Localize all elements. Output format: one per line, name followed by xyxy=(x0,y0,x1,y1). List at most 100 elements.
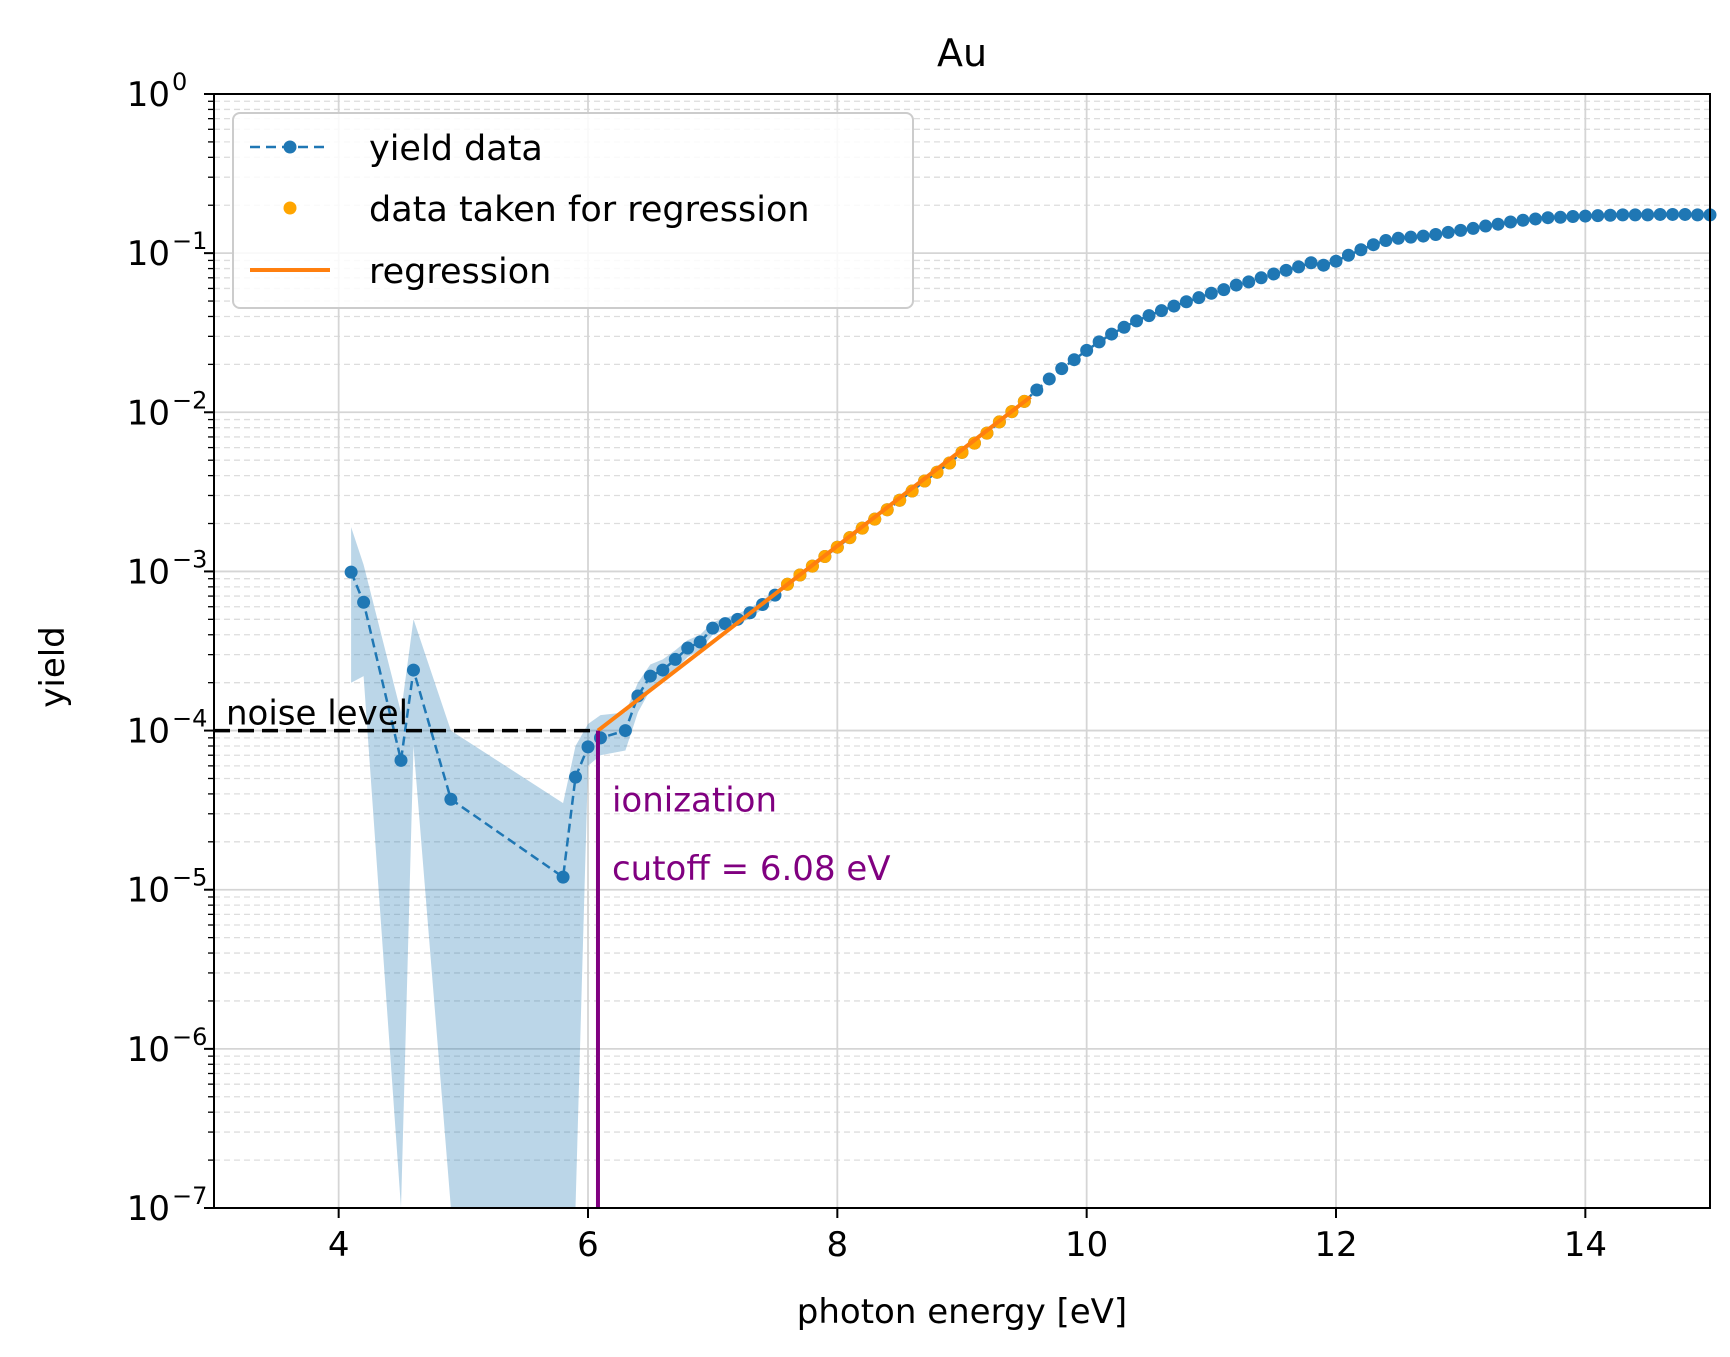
yield-data-point xyxy=(344,565,358,579)
yield-data-point xyxy=(618,724,632,738)
yield-data-point xyxy=(1067,353,1081,367)
yield-data-point xyxy=(1666,207,1680,221)
yield-data-point xyxy=(1466,221,1480,235)
y-tick-label-exponent: 0 xyxy=(172,68,187,96)
yield-data-point xyxy=(1391,231,1405,245)
yield-data-point xyxy=(1130,314,1144,328)
y-tick-label-exponent: −7 xyxy=(172,1182,207,1210)
yield-data-point xyxy=(1105,327,1119,341)
yield-data-point xyxy=(1404,230,1418,244)
yield-data-point xyxy=(1329,254,1343,268)
yield-data-point xyxy=(593,731,607,745)
yield-data-point xyxy=(706,621,720,635)
yield-data-point xyxy=(1030,383,1044,397)
yield-data-point xyxy=(1528,212,1542,226)
yield-data-point xyxy=(1416,229,1430,243)
yield-data-point xyxy=(444,792,458,806)
yield-data-point xyxy=(1167,299,1181,313)
y-tick-label: 10 xyxy=(127,1189,170,1229)
yield-data-point xyxy=(1591,209,1605,223)
yield-data-point xyxy=(693,635,707,649)
yield-data-point xyxy=(1254,271,1268,285)
yield-data-point xyxy=(1429,227,1443,241)
yield-data-point xyxy=(1117,320,1131,334)
y-tick-label-exponent: −3 xyxy=(172,545,207,573)
yield-data-point xyxy=(1317,258,1331,272)
axis-ticks: 10−710−610−510−410−310−210−110 04 6 8 10 12 14 xyxy=(127,68,1607,1265)
yield-data-point xyxy=(1603,208,1617,222)
yield-data-point xyxy=(1566,209,1580,223)
y-tick-label-exponent: −5 xyxy=(172,864,207,892)
yield-data-point xyxy=(556,870,570,884)
yield-data-point xyxy=(1616,208,1630,222)
series xyxy=(344,207,1717,884)
cutoff-label-line1: ionization xyxy=(612,781,777,821)
yield-data-point xyxy=(1080,343,1094,357)
legend-label-regression-data: data taken for regression xyxy=(369,190,810,230)
yield-data-point xyxy=(406,663,420,677)
yield-data-point xyxy=(718,617,732,631)
yield-data-point xyxy=(1578,209,1592,223)
x-tick-label: 14 xyxy=(1564,1225,1607,1265)
y-tick-label-exponent: −1 xyxy=(172,227,207,255)
legend-marker-regression-data xyxy=(283,201,297,215)
yield-data-point xyxy=(656,663,670,677)
x-axis-label: photon energy [eV] xyxy=(797,1292,1127,1332)
yield-data-point xyxy=(581,740,595,754)
y-tick-label: 10 xyxy=(127,234,170,274)
yield-data-point xyxy=(1553,210,1567,224)
x-tick-label: 6 xyxy=(577,1225,599,1265)
y-axis-label: yield xyxy=(33,626,73,708)
legend-label-yield-data: yield data xyxy=(369,129,543,169)
yield-data-point xyxy=(1491,217,1505,231)
yield-data-point xyxy=(1142,309,1156,323)
yield-data-point xyxy=(1678,207,1692,221)
legend-box xyxy=(232,112,914,309)
legend-label-regression: regression xyxy=(369,252,551,292)
yield-data-point xyxy=(1641,208,1655,222)
yield-data-point xyxy=(1341,248,1355,262)
y-tick-label: 10 xyxy=(127,393,170,433)
legend-marker-yield-data xyxy=(283,140,297,154)
yield-data-point xyxy=(1691,208,1705,222)
yield-data-point xyxy=(1204,286,1218,300)
yield-data-point xyxy=(1217,283,1231,297)
cutoff-label-line2: cutoff = 6.08 eV xyxy=(612,849,891,889)
yield-data-point xyxy=(1516,213,1530,227)
yield-data-point xyxy=(1354,243,1368,257)
y-tick-label: 10 xyxy=(127,552,170,592)
yield-data-point xyxy=(394,753,408,767)
y-tick-label: 10 xyxy=(127,712,170,752)
yield-data-point xyxy=(1055,362,1069,376)
y-tick-label: 10 xyxy=(127,871,170,911)
yield-data-point xyxy=(1092,335,1106,349)
yield-data-point xyxy=(569,770,583,784)
x-tick-label: 8 xyxy=(827,1225,849,1265)
noise-level-label: noise level xyxy=(226,694,408,734)
yield-data-point xyxy=(1242,275,1256,289)
y-tick-label: 10 xyxy=(127,75,170,115)
x-tick-label: 12 xyxy=(1314,1225,1357,1265)
yield-data-point xyxy=(668,652,682,666)
yield-data-point xyxy=(643,669,657,683)
yield-data-point xyxy=(1366,238,1380,252)
yield-data-point xyxy=(1154,304,1168,318)
y-tick-label: 10 xyxy=(127,1030,170,1070)
yield-data-point xyxy=(1292,260,1306,274)
yield-data-point xyxy=(1042,372,1056,386)
chart-title: Au xyxy=(937,31,987,75)
yield-data-point xyxy=(1479,219,1493,233)
yield-data-point xyxy=(1192,291,1206,305)
yield-data-point xyxy=(1504,215,1518,229)
yield-data-point xyxy=(1628,208,1642,222)
y-tick-label-exponent: −4 xyxy=(172,705,207,733)
y-tick-label-exponent: −6 xyxy=(172,1023,207,1051)
yield-data-point xyxy=(1179,295,1193,309)
yield-data-point xyxy=(1441,225,1455,239)
yield-data-point xyxy=(357,595,371,609)
regression-line xyxy=(596,395,1032,733)
yield-data-point xyxy=(1379,234,1393,248)
axes-frame xyxy=(213,93,1711,1209)
annotations: noise level ionization cutoff = 6.08 eV xyxy=(214,694,891,1208)
